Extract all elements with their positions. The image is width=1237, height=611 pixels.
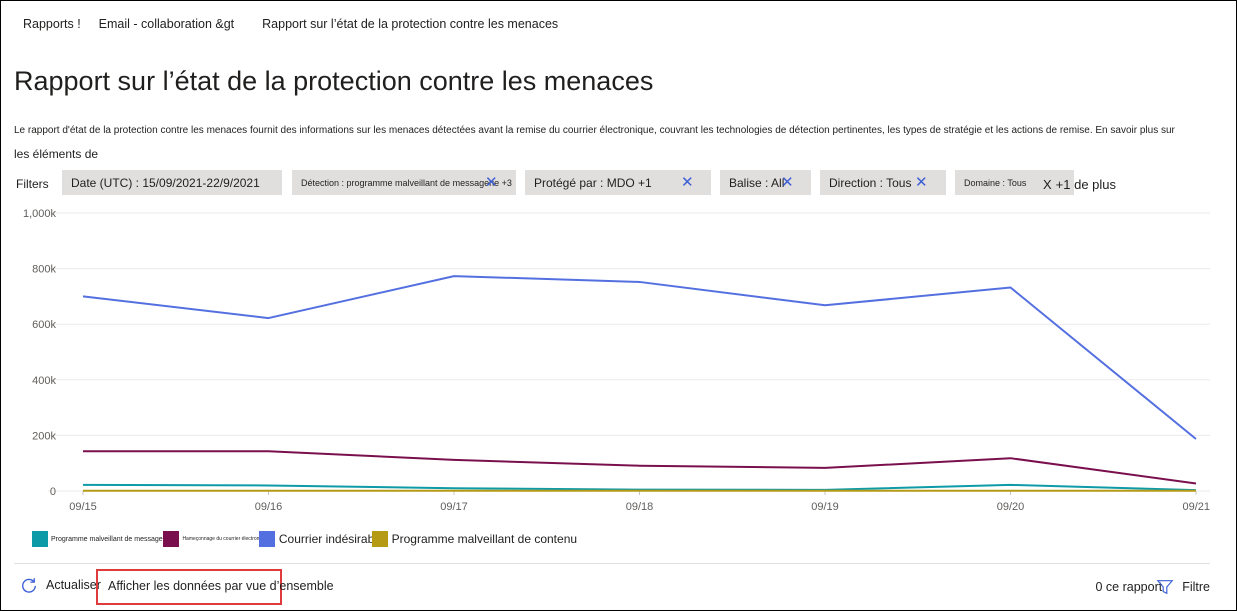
series-line-hameconnage-du-courrier-electronique[interactable] — [83, 450, 1197, 485]
legend-swatch-email-malware[interactable] — [32, 531, 48, 547]
y-tick-label: 200k — [32, 430, 56, 442]
report-count: 0 ce rapport — [1095, 580, 1163, 594]
refresh-label: Actualiser — [46, 578, 101, 592]
legend-swatch-phishing[interactable] — [163, 531, 180, 547]
filter-protected-label: Protégé par : MDO +1 — [534, 175, 652, 190]
filter-icon[interactable] — [1156, 578, 1174, 596]
filter-domain[interactable]: Domaine : Tous — [955, 170, 1074, 195]
x-tick-label: 09/20 — [997, 501, 1025, 513]
filter-date-label: Date (UTC) : 15/09/2021-22/9/2021 — [71, 175, 260, 190]
breadcrumb: Rapports ! Email - collaboration &gt Rap… — [23, 17, 558, 31]
filter-protected-close-icon[interactable]: ✕ — [681, 174, 694, 191]
filters-label: Filters — [16, 177, 49, 191]
legend-swatch-spam[interactable] — [258, 531, 275, 547]
series-line-programme-malveillant-de-messagerie[interactable] — [82, 483, 1197, 492]
filter-detection[interactable]: Détection : programme malveillant de mes… — [292, 170, 516, 195]
legend-label-phishing[interactable]: Hameçonnage du courrier électronique — [182, 536, 269, 542]
divider — [14, 563, 1210, 564]
threat-chart: 0 200k 400k 600k 800k 1,000k 09/15 09/16 09/17 09… — [0, 200, 1237, 530]
x-tick-label: 09/18 — [626, 501, 654, 513]
y-tick-label: 600k — [32, 319, 56, 331]
breadcrumb-current: Rapport sur l’état de la protection cont… — [262, 17, 559, 31]
filter-tag-label: Balise : All — [729, 175, 785, 190]
x-tick-label: 09/21 — [1182, 501, 1210, 513]
filter-domain-label: Domaine : Tous — [964, 177, 1027, 188]
legend-label-email-malware[interactable]: Programme malveillant de messagerie — [51, 535, 171, 543]
x-tick-label: 09/15 — [69, 501, 97, 513]
x-tick-label: 09/16 — [255, 501, 283, 513]
y-tick-label: 1,000k — [23, 208, 57, 220]
toolbar-right: 0 ce rapport Filtre — [1095, 578, 1210, 596]
overview-button[interactable]: Afficher les données par vue d’ensemble — [96, 569, 334, 605]
chart-legend: Programme malveillant de messagerie Hame… — [32, 531, 577, 547]
refresh-icon — [22, 578, 36, 593]
page-description: Le rapport d'état de la protection contr… — [14, 125, 1175, 136]
filter-protected[interactable]: Protégé par : MDO +1 ✕ — [525, 170, 711, 195]
x-tick-label: 09/19 — [811, 501, 839, 513]
breadcrumb-email-collaboration[interactable]: Email - collaboration &gt — [98, 17, 235, 31]
filter-button[interactable]: Filtre — [1182, 580, 1210, 594]
filter-tag-close-icon[interactable]: ✕ — [781, 174, 794, 191]
filter-direction[interactable]: Direction : Tous ✕ — [820, 170, 946, 195]
filter-detection-label: Détection : programme malveillant de mes… — [301, 177, 512, 188]
legend-swatch-content-malware[interactable] — [371, 531, 388, 547]
filter-direction-label: Direction : Tous — [829, 175, 912, 190]
y-tick-label: 400k — [32, 375, 56, 387]
filter-direction-close-icon[interactable]: ✕ — [915, 174, 928, 191]
y-tick-label: 0 — [50, 486, 56, 498]
page-title: Rapport sur l’état de la protection cont… — [14, 66, 654, 96]
legend-label-spam[interactable]: Courrier indésirable — [278, 532, 384, 546]
filter-tag[interactable]: Balise : All ✕ — [720, 170, 811, 195]
breadcrumb-reports[interactable]: Rapports ! — [23, 17, 81, 31]
learn-more-link[interactable]: les éléments de — [14, 147, 99, 161]
series-line-courrier-indesirable[interactable] — [82, 275, 1197, 440]
filter-domain-close-icon[interactable]: X — [1043, 177, 1052, 192]
filter-more[interactable]: X +1 de plus — [1043, 177, 1116, 192]
filter-detection-close-icon[interactable]: ✕ — [485, 174, 498, 191]
legend-label-content-malware[interactable]: Programme malveillant de contenu — [391, 532, 578, 546]
refresh-button[interactable]: Actualiser — [20, 576, 101, 594]
x-tick-label: 09/17 — [440, 501, 468, 513]
y-tick-label: 800k — [32, 264, 56, 276]
filter-more-label[interactable]: +1 de plus — [1055, 177, 1117, 192]
line-chart: 0 200k 400k 600k 800k 1,000k 09/15 09/16 09/17 09… — [23, 208, 1210, 513]
filter-date[interactable]: Date (UTC) : 15/09/2021-22/9/2021 — [62, 170, 282, 195]
